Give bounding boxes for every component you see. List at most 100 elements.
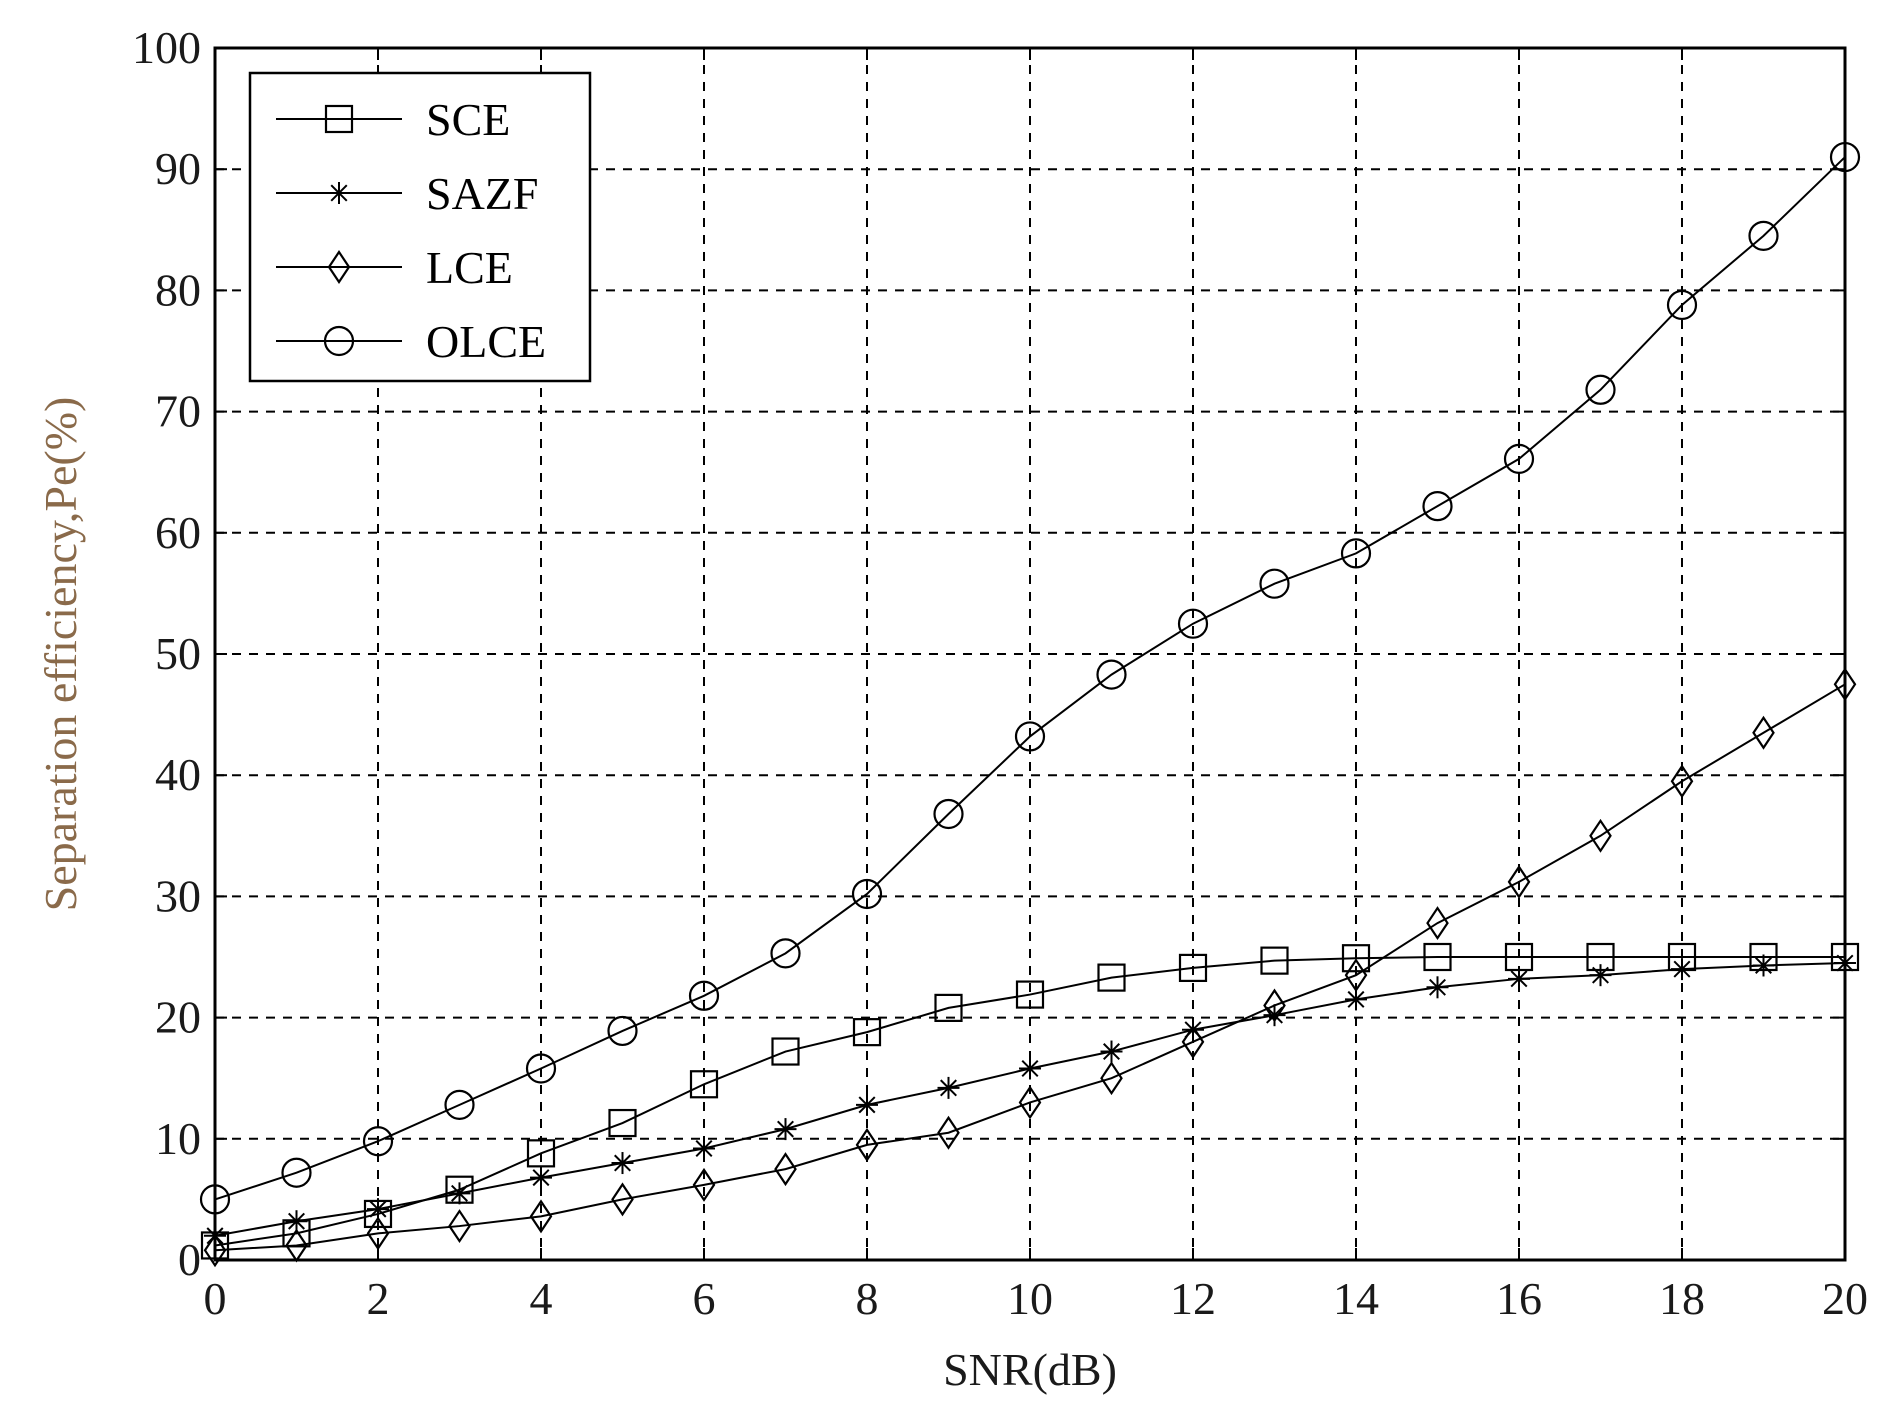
legend-label: SCE	[426, 94, 510, 145]
x-tick-label: 10	[1007, 1273, 1053, 1324]
data-point-sazf	[856, 1093, 878, 1116]
data-point-sazf	[1263, 1004, 1286, 1027]
x-axis-label: SNR(dB)	[943, 1344, 1117, 1395]
data-point-sazf	[285, 1210, 308, 1233]
data-point-sazf	[1100, 1040, 1123, 1063]
data-point-lce	[1589, 818, 1612, 853]
y-tick-label: 60	[155, 507, 201, 558]
legend-label: SAZF	[426, 168, 538, 219]
legend-label: OLCE	[426, 316, 546, 367]
data-point-lce	[1752, 715, 1775, 750]
x-tick-label: 4	[530, 1273, 553, 1324]
data-point-sce	[1097, 963, 1126, 992]
data-point-olce	[444, 1089, 475, 1120]
y-tick-label: 40	[155, 749, 201, 800]
data-point-lce	[855, 1127, 879, 1162]
x-tick-label: 20	[1822, 1273, 1868, 1324]
data-point-olce	[1422, 491, 1453, 522]
y-tick-label: 0	[178, 1234, 201, 1285]
series-line-sce	[214, 956, 1845, 1247]
data-point-lce	[611, 1182, 634, 1217]
data-point-lce	[1670, 764, 1694, 799]
data-point-sazf	[774, 1118, 797, 1141]
data-point-olce	[1259, 568, 1290, 599]
legend-marker-lce	[327, 250, 351, 284]
legend: SCE SAZF LCE OLCE	[248, 71, 592, 383]
data-point-lce	[448, 1209, 471, 1244]
data-point-sazf	[1019, 1057, 1041, 1080]
legend-marker-olce	[323, 325, 355, 357]
data-point-sce	[1178, 953, 1208, 983]
legend-entry-sazf: SAZF	[276, 168, 538, 219]
data-point-lce	[1344, 958, 1368, 993]
data-point-sazf	[448, 1182, 471, 1205]
y-tick-label: 10	[155, 1113, 201, 1164]
data-point-lce	[937, 1115, 960, 1150]
data-point-lce	[1181, 1024, 1205, 1059]
y-tick-label: 100	[132, 22, 201, 73]
data-point-olce	[1503, 443, 1535, 474]
legend-marker-sazf	[328, 182, 350, 204]
data-point-olce	[1666, 289, 1698, 321]
data-point-lce	[1426, 906, 1449, 941]
data-point-lce	[1018, 1085, 1042, 1120]
data-point-olce	[770, 938, 801, 969]
data-point-sazf	[1426, 976, 1449, 999]
data-point-sce	[771, 1037, 800, 1066]
data-point-sce	[1260, 946, 1289, 975]
legend-entry-lce: LCE	[276, 242, 513, 293]
data-point-olce	[1748, 220, 1779, 251]
x-tick-label: 18	[1659, 1273, 1705, 1324]
data-point-olce	[1014, 721, 1046, 752]
data-point-olce	[933, 798, 964, 830]
data-point-olce	[607, 1015, 638, 1047]
data-point-olce	[1340, 538, 1372, 569]
y-tick-label: 20	[155, 992, 201, 1043]
data-point-sce	[852, 1018, 882, 1047]
data-point-sazf	[1508, 967, 1530, 990]
legend-marker-sce	[324, 104, 354, 134]
series-line-lce	[214, 683, 1846, 1252]
data-point-lce	[529, 1199, 553, 1234]
legend-entry-sce: SCE	[276, 94, 510, 145]
x-tick-label: 12	[1170, 1273, 1216, 1324]
data-point-sce	[526, 1139, 556, 1168]
x-tick-label: 16	[1496, 1273, 1542, 1324]
data-point-olce	[1177, 608, 1209, 639]
data-point-sazf	[530, 1166, 552, 1189]
x-tick-label: 0	[204, 1273, 227, 1324]
data-point-lce	[1100, 1061, 1123, 1096]
y-axis-label: Separation efficiency,Pe(%)	[35, 397, 86, 912]
data-point-lce	[203, 1233, 227, 1268]
data-point-lce	[774, 1152, 797, 1187]
data-point-sce	[689, 1070, 719, 1099]
y-tick-label: 30	[155, 870, 201, 921]
data-point-sazf	[1671, 958, 1693, 981]
data-point-sazf	[693, 1137, 715, 1160]
data-point-sazf	[1752, 954, 1775, 977]
y-tick-label: 90	[155, 143, 201, 194]
data-point-sce	[934, 993, 963, 1023]
data-point-lce	[1507, 864, 1531, 899]
data-point-sazf	[611, 1152, 634, 1175]
data-point-olce	[362, 1126, 394, 1157]
data-point-olce	[851, 878, 883, 910]
series-line-olce	[214, 156, 1846, 1201]
data-point-olce	[1585, 374, 1616, 405]
y-tick-label: 70	[155, 386, 201, 437]
data-point-sce	[1015, 980, 1045, 1009]
data-point-olce	[1096, 659, 1127, 690]
tick-layer: 0 2 4 6 8 10 12 14 16 18 20 0 10 20 30 40 50 60 70 80 90 100	[132, 22, 1868, 1324]
legend-entry-olce: OLCE	[276, 316, 546, 367]
x-tick-label: 14	[1333, 1273, 1379, 1324]
data-point-olce	[688, 980, 720, 1011]
data-point-sce	[608, 1108, 637, 1138]
data-point-olce	[525, 1053, 557, 1084]
x-tick-label: 6	[693, 1273, 716, 1324]
y-tick-label: 50	[155, 628, 201, 679]
data-point-sce	[1341, 944, 1371, 973]
data-point-sce	[1423, 942, 1452, 972]
data-point-lce	[1263, 988, 1286, 1023]
data-point-olce	[281, 1157, 312, 1188]
